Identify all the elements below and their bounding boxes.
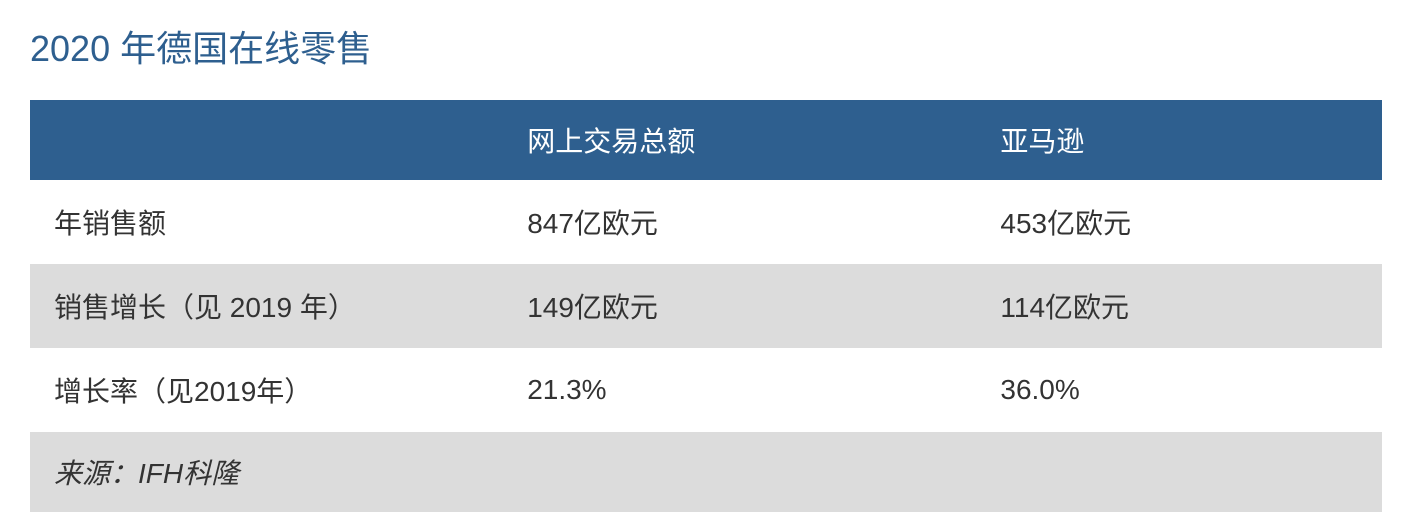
table-cell: 销售增长（见 2019 年） — [30, 264, 503, 348]
table-header-cell: 网上交易总额 — [503, 100, 976, 180]
data-table: 网上交易总额 亚马逊 年销售额 847亿欧元 453亿欧元 销售增长（见 201… — [30, 100, 1382, 512]
table-row: 年销售额 847亿欧元 453亿欧元 — [30, 180, 1382, 264]
table-cell: 年销售额 — [30, 180, 503, 264]
table-cell: 114亿欧元 — [976, 264, 1382, 348]
table-source-cell: 来源：IFH科隆 — [30, 432, 1382, 512]
table-source-row: 来源：IFH科隆 — [30, 432, 1382, 512]
table-cell: 36.0% — [976, 348, 1382, 432]
table-row: 增长率（见2019年） 21.3% 36.0% — [30, 348, 1382, 432]
table-row: 销售增长（见 2019 年） 149亿欧元 114亿欧元 — [30, 264, 1382, 348]
table-header-cell: 亚马逊 — [976, 100, 1382, 180]
table-cell: 453亿欧元 — [976, 180, 1382, 264]
page-title: 2020 年德国在线零售 — [30, 20, 1382, 72]
table-cell: 149亿欧元 — [503, 264, 976, 348]
table-header-cell — [30, 100, 503, 180]
table-header-row: 网上交易总额 亚马逊 — [30, 100, 1382, 180]
table-cell: 增长率（见2019年） — [30, 348, 503, 432]
table-cell: 21.3% — [503, 348, 976, 432]
table-cell: 847亿欧元 — [503, 180, 976, 264]
